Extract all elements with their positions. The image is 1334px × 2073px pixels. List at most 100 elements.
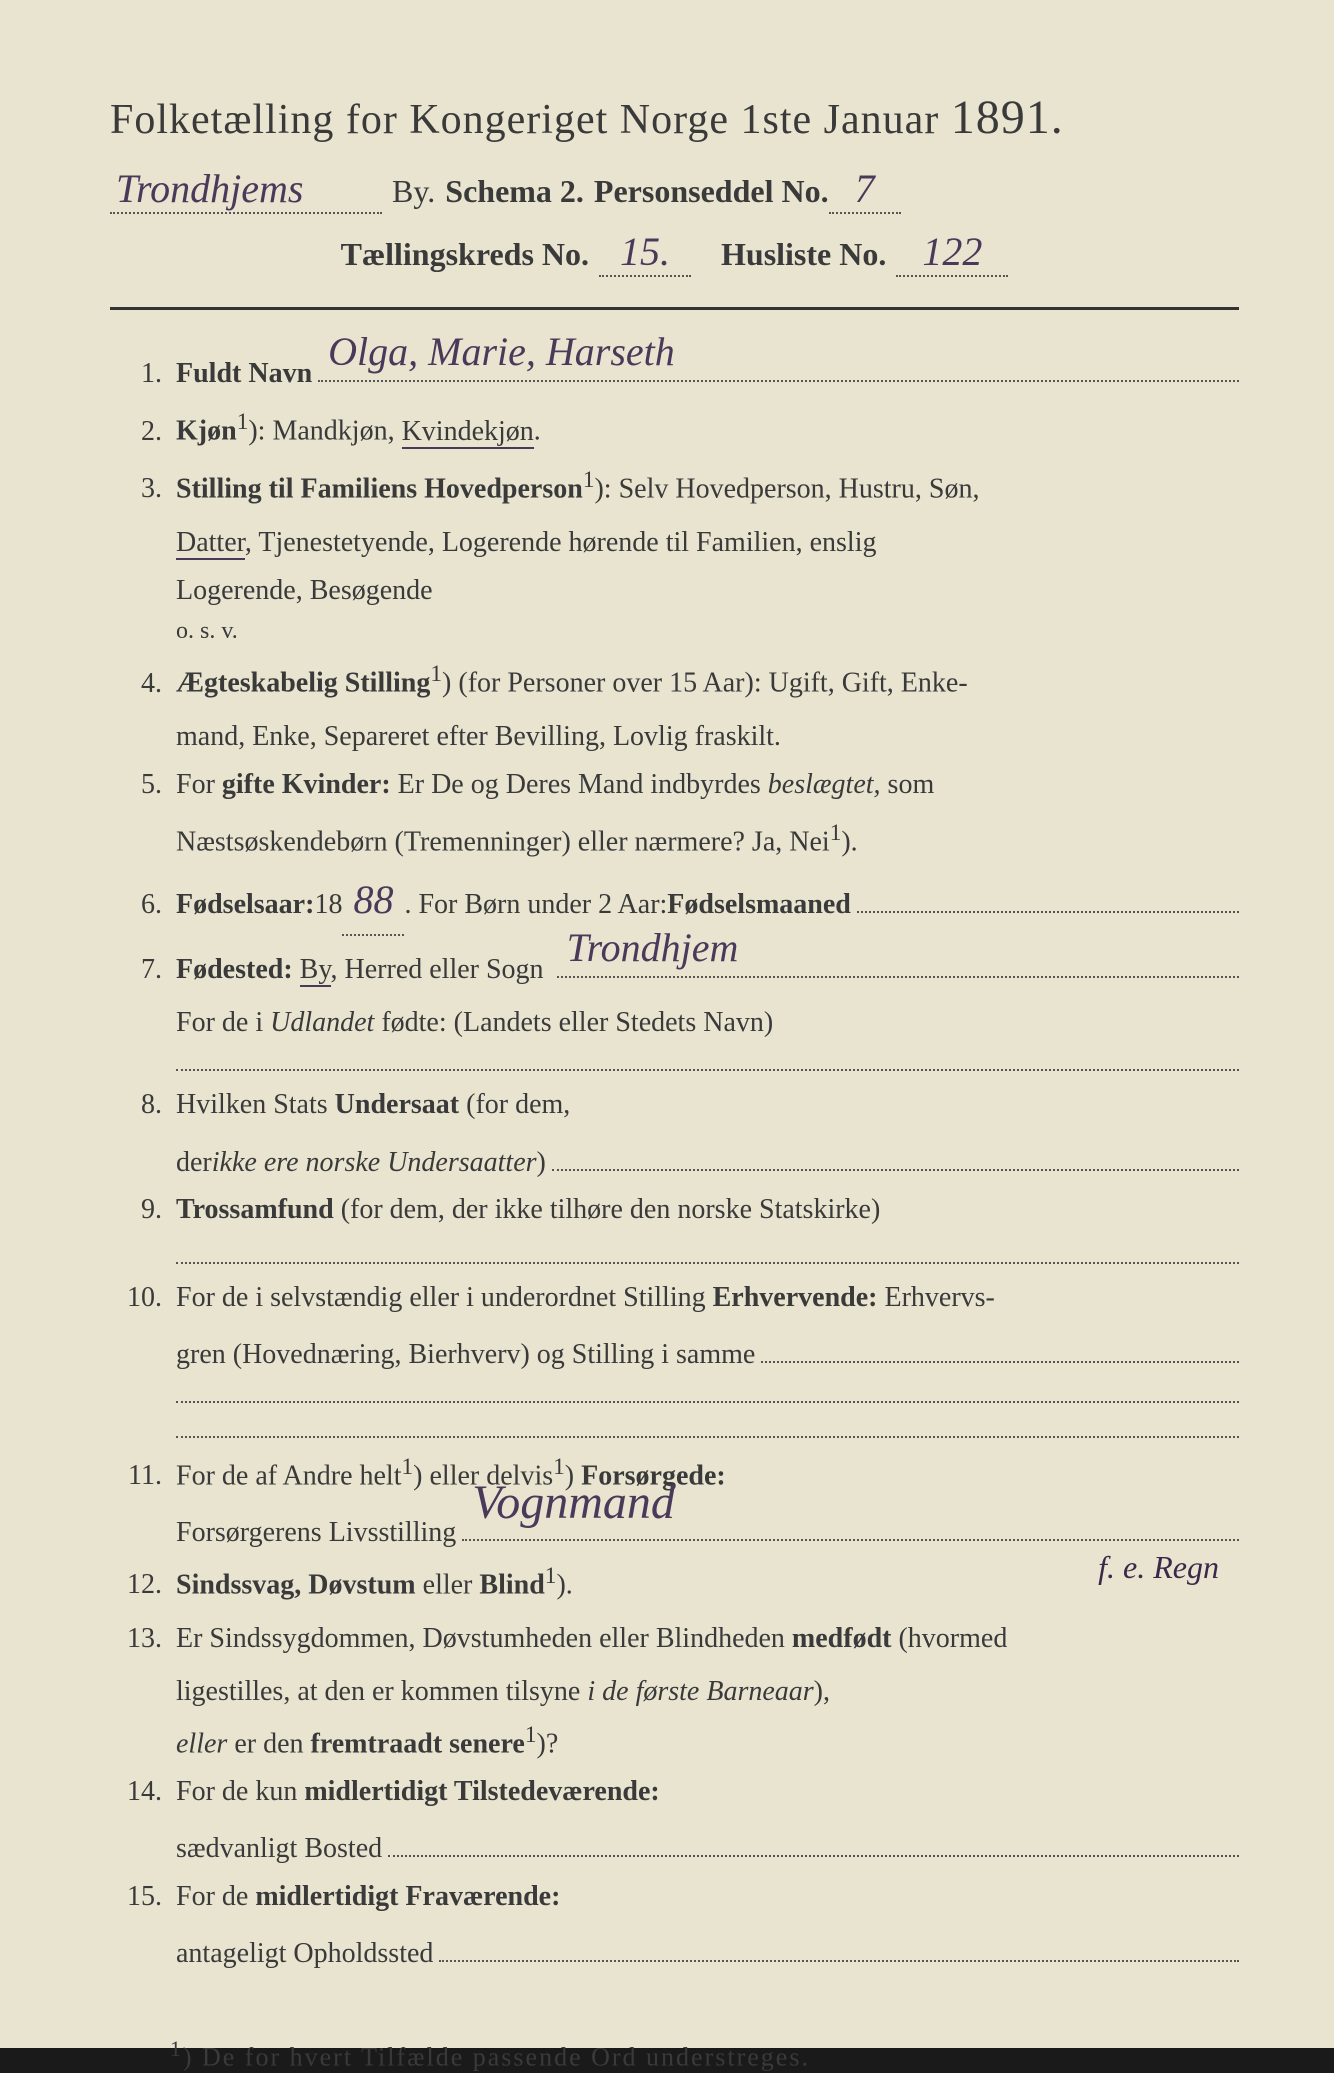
kreds-label: Tællingskreds No. (341, 236, 589, 273)
q11-num: 11. (110, 1452, 176, 1500)
q15-body: For de midlertidigt Fraværende: (176, 1873, 1239, 1921)
q6-pre18: 18 (314, 881, 342, 929)
footnote-text: ) De for hvert Tilfælde passende Ord und… (183, 2043, 810, 2072)
q8-row: 8. Hvilken Stats Undersaat (for dem, (110, 1081, 1239, 1129)
q13-label1: medfødt (792, 1623, 892, 1654)
q13-rest2i: i de første Barneaar (587, 1676, 813, 1707)
q7-rest2a: For de i (176, 1007, 270, 1038)
personseddel-no: 7 (829, 165, 901, 214)
q13-cont2: eller er den fremtraadt senere1)? (176, 1716, 1239, 1768)
q8-fill (552, 1135, 1239, 1171)
schema-label: Schema 2. (445, 173, 584, 210)
q14-rest1: For de kun (176, 1776, 304, 1807)
q1-num: 1. (110, 350, 176, 398)
q15-rest1: For de (176, 1881, 255, 1912)
header-line-2: Trondhjems By. Schema 2. Personseddel No… (110, 165, 1239, 214)
q3-cont1: Datter, Tjenestetyende, Logerende hørend… (176, 519, 1239, 567)
q4-cont: mand, Enke, Separeret efter Bevilling, L… (176, 713, 1239, 761)
q4-rest1: ) (for Personer over 15 Aar): Ugift, Gif… (442, 668, 968, 699)
q8-cont: der ikke ere norske Undersaatter) (176, 1135, 1239, 1186)
q13-rest2a: ligestilles, at den er kommen tilsyne (176, 1676, 587, 1707)
q14-fill (388, 1821, 1239, 1857)
q3-rest1: ): Selv Hovedperson, Hustru, Søn, (594, 473, 979, 504)
q15-fill (439, 1926, 1239, 1962)
husliste-no: 122 (896, 228, 1008, 277)
q14-row: 14. For de kun midlertidigt Tilstedevære… (110, 1768, 1239, 1816)
q9-dotline (176, 1240, 1239, 1264)
q5-rest1b: som (881, 769, 935, 800)
q6-label: Fødselsaar: (176, 881, 314, 929)
q14-label: midlertidigt Tilstedeværende: (304, 1776, 659, 1807)
q7-row: 7. Fødested: By, Herred eller Sogn Trond… (110, 942, 1239, 993)
q2-row: 2. Kjøn1): Mandkjøn, Kvindekjøn. (110, 403, 1239, 455)
q11-rest1: For de af Andre helt (176, 1460, 402, 1491)
q10-num: 10. (110, 1274, 176, 1322)
q10-fill1 (761, 1328, 1239, 1364)
q5-pre: For (176, 769, 222, 800)
q4-sup: 1 (430, 661, 442, 687)
q5-row: 5. For gifte Kvinder: Er De og Deres Man… (110, 761, 1239, 809)
q7-label: Fødested: (176, 946, 293, 994)
q13-num: 13. (110, 1615, 176, 1663)
q15-row: 15. For de midlertidigt Fraværende: (110, 1873, 1239, 1921)
kreds-no: 15. (599, 228, 691, 277)
q10-cont: gren (Hovednæring, Bierhverv) og Stillin… (176, 1328, 1239, 1379)
q9-rest: (for dem, der ikke tilhøre den norske St… (334, 1194, 881, 1225)
q7-cont: For de i Udlandet fødte: (Landets eller … (176, 999, 1239, 1047)
q11-value2: f. e. Regn (1098, 1540, 1219, 1594)
q3-sup: 1 (583, 467, 595, 493)
q4-num: 4. (110, 660, 176, 708)
q11-sup1: 1 (402, 1454, 414, 1480)
q7-value: Trondhjem (567, 914, 739, 982)
q4-label: Ægteskabelig Stilling (176, 668, 430, 699)
q7-body: Fødested: By, Herred eller Sogn Trondhje… (176, 942, 1239, 993)
q13-body: Er Sindssygdommen, Døvstumheden eller Bl… (176, 1615, 1239, 1663)
title-text: Folketælling for Kongeriget Norge 1ste J… (110, 97, 939, 143)
q12-label2: Blind (479, 1569, 544, 1600)
divider-rule (110, 307, 1239, 310)
q5-body: For gifte Kvinder: Er De og Deres Mand i… (176, 761, 1239, 809)
q6-fill (857, 878, 1239, 914)
q15-cont: antageligt Opholdssted (176, 1926, 1239, 1977)
q3-row: 3. Stilling til Familiens Hovedperson1):… (110, 461, 1239, 513)
q10-dotline1 (176, 1379, 1239, 1403)
q13-rest1: Er Sindssygdommen, Døvstumheden eller Bl… (176, 1623, 792, 1654)
q15-num: 15. (110, 1873, 176, 1921)
form-title: Folketælling for Kongeriget Norge 1ste J… (110, 90, 1239, 145)
q14-rest2: sædvanligt Bosted (176, 1825, 382, 1873)
q11-value: Vognmand (472, 1462, 675, 1544)
q9-num: 9. (110, 1186, 176, 1234)
q11-fill: Vognmand (462, 1506, 1239, 1542)
q12-sup: 1 (545, 1563, 557, 1589)
q7-rest2b: fødte: (Landets eller Stedets Navn) (374, 1007, 773, 1038)
q12-num: 12. (110, 1561, 176, 1609)
footnote: 1) De for hvert Tilfælde passende Ord un… (170, 2037, 1239, 2073)
q5-rest2b: ). (841, 827, 857, 858)
q9-body: Trossamfund (for dem, der ikke tilhøre d… (176, 1186, 1239, 1234)
q13-label3: fremtraadt senere (311, 1728, 525, 1759)
q5-rest2: Næstsøskendebørn (Tremenninger) eller næ… (176, 827, 830, 858)
by-label: By. (392, 173, 435, 210)
husliste-label: Husliste No. (721, 236, 886, 273)
q14-cont: sædvanligt Bosted (176, 1821, 1239, 1872)
q8-rest1b: (for dem, (459, 1089, 570, 1120)
q8-body: Hvilken Stats Undersaat (for dem, (176, 1081, 1239, 1129)
header-line-3: Tællingskreds No. 15. Husliste No. 122 (110, 228, 1239, 277)
q10-rest1: For de i selvstændig eller i underordnet… (176, 1282, 713, 1313)
q10-row: 10. For de i selvstændig eller i underor… (110, 1274, 1239, 1322)
census-form-page: Folketælling for Kongeriget Norge 1ste J… (0, 0, 1334, 2048)
footnote-sup: 1 (170, 2037, 183, 2061)
q7-fill: Trondhjem (557, 942, 1239, 978)
q8-rest2a: der (176, 1139, 212, 1187)
q8-rest2i: ikke ere norske Undersaatter (212, 1139, 537, 1187)
q3-cont2: Logerende, Besøgende (176, 567, 1239, 615)
q13-rest3b: )? (537, 1728, 559, 1759)
q1-fill: Olga, Marie, Harseth (318, 346, 1239, 382)
q8-rest2b: ) (537, 1139, 546, 1187)
q6-year: 88 (342, 866, 404, 936)
q3-label: Stilling til Familiens Hovedperson (176, 473, 583, 504)
q2-label: Kjøn (176, 416, 237, 447)
q6-num: 6. (110, 881, 176, 929)
q4-body: Ægteskabelig Stilling1) (for Personer ov… (176, 655, 1239, 707)
q13-rest2b: ), (814, 1676, 830, 1707)
